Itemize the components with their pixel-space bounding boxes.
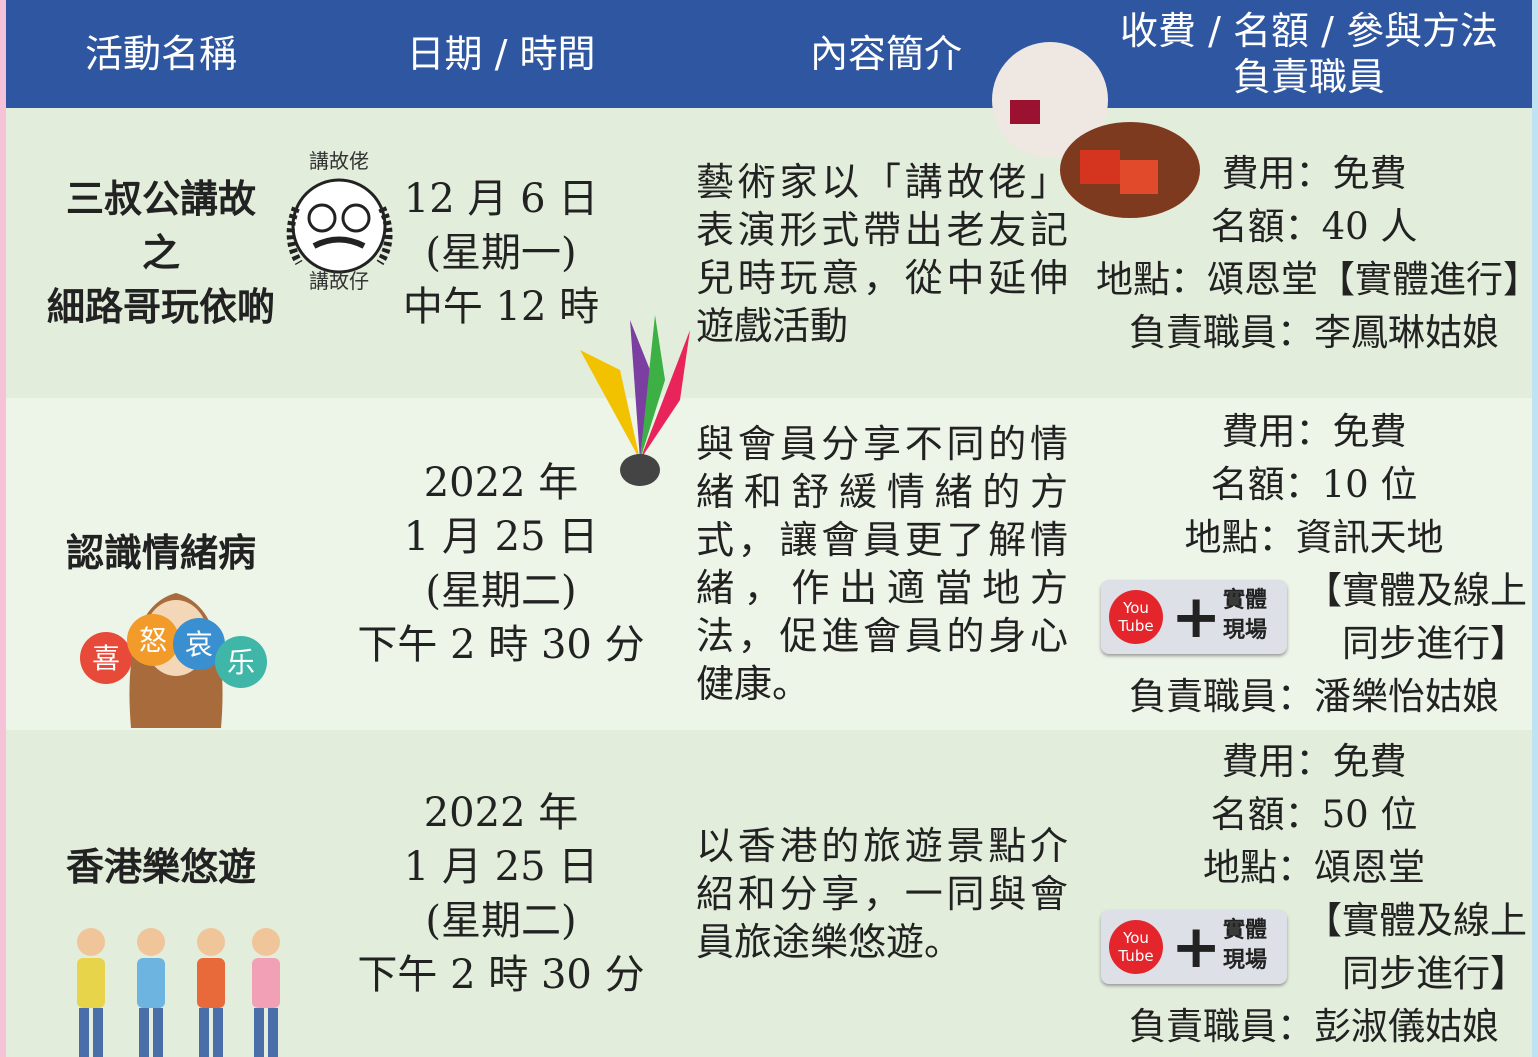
detail-line: 地點：頌恩堂 bbox=[1203, 845, 1425, 889]
staff-line: 負責職員：潘樂怡姑娘 bbox=[1129, 675, 1499, 718]
mode-line: 同步進行】 bbox=[1342, 951, 1527, 995]
date-line: 1 月 25 日 bbox=[403, 514, 599, 560]
description-cell: 與會員分享不同的情緒和舒緩情緒的方式，讓會員更了解情緒，作出適當地方法，促進會員… bbox=[696, 398, 1068, 730]
illustration-label: 哀 bbox=[185, 628, 213, 661]
plus-sign: + bbox=[1171, 582, 1222, 652]
illustration-label: 講故佬 bbox=[309, 149, 369, 173]
badge-text: 實體 bbox=[1223, 917, 1268, 943]
youtube-logo: You Tube bbox=[1109, 919, 1163, 974]
table-row: 認識情緒病喜怒哀乐 2022 年 1 月 25 日 (星期二) 下午 2 時 30 分 與… bbox=[6, 398, 1532, 730]
activity-name: 之 bbox=[141, 231, 180, 275]
date-line: (星期一) bbox=[425, 230, 577, 276]
mode-text: 【實體及線上同步進行】 bbox=[1305, 564, 1527, 670]
detail-line: 名額：10 位 bbox=[1210, 463, 1418, 506]
header-cell: 內容簡介 bbox=[686, 0, 1086, 108]
details-cell: 費用：免費名額：40 人地點：頌恩堂【實體進行】 負責職員：李鳳琳姑娘 bbox=[1096, 108, 1538, 398]
detail-line: 費用：免費 bbox=[1221, 152, 1407, 195]
mode-line: 同步進行】 bbox=[1342, 622, 1527, 665]
date-line: 中午 12 時 bbox=[402, 284, 600, 330]
detail-line: 費用：免費 bbox=[1221, 739, 1407, 783]
emotion-balloon bbox=[80, 632, 132, 684]
badge-text: Tube bbox=[1118, 946, 1154, 965]
description: 藝術家以「講故佬」表演形式帶出老友記兒時玩意，從中延伸遊戲活動 bbox=[696, 160, 1068, 348]
header-text: 活動名稱 bbox=[84, 32, 237, 76]
detail-line: 費用：免費 bbox=[1221, 410, 1407, 453]
header-cell: 收費 / 名額 / 參與方法 負責職員 bbox=[1086, 0, 1532, 108]
mode-row: You Tube + 實體 現場 【實體及線上 同步進行】 bbox=[1101, 564, 1527, 670]
header-text: 日期 / 時間 bbox=[406, 32, 596, 76]
badge-label: 實體 現場 bbox=[1223, 586, 1267, 646]
online-badge: You Tube + 實體 現場 bbox=[1101, 580, 1287, 654]
staff-line: 負責職員：彭淑儀姑娘 bbox=[1129, 1004, 1499, 1048]
plus-sign: + bbox=[1171, 911, 1222, 982]
date-cell: 2022 年 1 月 25 日 (星期二) 下午 2 時 30 分 bbox=[346, 398, 656, 730]
staff-line: 負責職員：李鳳琳姑娘 bbox=[1129, 311, 1499, 354]
description-cell: 以香港的旅遊景點介紹和分享，一同與會員旅途樂悠遊。 bbox=[696, 730, 1068, 1057]
header: 活動名稱 日期 / 時間 內容簡介 收費 / 名額 / 參與方法 負責職員 bbox=[6, 0, 1532, 108]
date-line: (星期二) bbox=[425, 568, 577, 614]
emotion-balloon bbox=[215, 636, 267, 688]
header-text: 收費 / 名額 / 參與方法 bbox=[1120, 9, 1498, 53]
name-cell: 三叔公講故之細路哥玩依啲 bbox=[16, 108, 306, 398]
badge-text: 現場 bbox=[1223, 947, 1268, 973]
date-line: 2022 年 bbox=[423, 460, 579, 506]
detail-line: 地點：頌恩堂【實體進行】 bbox=[1096, 258, 1538, 301]
table-row: 三叔公講故之細路哥玩依啲 講故佬 講故仔 12 月 6 日 (星期一) 中午 12 時藝術… bbox=[6, 108, 1538, 398]
mode-row: You Tube + 實體 現場 【實體及線上 同步進行】 bbox=[1101, 894, 1527, 1000]
date-line: 下午 2 時 30 分 bbox=[357, 951, 645, 998]
date-cell: 12 月 6 日 (星期一) 中午 12 時 bbox=[346, 108, 656, 398]
detail-line: 名額：40 人 bbox=[1210, 205, 1418, 248]
details-cell: 費用：免費 名額：50 位地點：頌恩堂 You Tube + 實體 現場 【實體及線上 同步進行… bbox=[1096, 730, 1532, 1057]
youtube-logo: You Tube bbox=[1109, 590, 1163, 644]
date-line: (星期二) bbox=[425, 897, 577, 944]
date-line: 2022 年 bbox=[423, 789, 579, 836]
online-badge: You Tube + 實體 現場 bbox=[1101, 909, 1287, 984]
illustration: 喜怒 哀乐 bbox=[80, 593, 267, 728]
badge-text: You bbox=[1123, 599, 1149, 617]
emotion-balloon bbox=[173, 618, 225, 670]
activity-name: 三叔公講故 bbox=[65, 177, 256, 221]
details-cell: 費用：免費 名額：10 位地點：資訊天地 You Tube + 實體 現場 【實體及線上 同步進… bbox=[1096, 398, 1532, 730]
illustration-label: 怒 bbox=[139, 624, 167, 657]
name-cell: 香港樂悠遊 bbox=[16, 730, 306, 1057]
beanbags bbox=[992, 42, 1200, 218]
date-cell: 2022 年 1 月 25 日 (星期二) 下午 2 時 30 分 bbox=[346, 730, 656, 1057]
badge-text: Tube bbox=[1118, 617, 1154, 635]
header-text: 內容簡介 bbox=[809, 32, 962, 76]
badge-label: 實體 現場 bbox=[1223, 916, 1267, 976]
illustration-label: 講故仔 bbox=[309, 269, 369, 293]
activity-name: 細路哥玩依啲 bbox=[46, 285, 275, 329]
illustration-label: 喜 bbox=[92, 642, 120, 675]
header-text: 負責職員 bbox=[1232, 55, 1385, 99]
illustration-label: 乐 bbox=[227, 646, 255, 679]
date-line: 12 月 6 日 bbox=[403, 176, 599, 222]
description-cell: 藝術家以「講故佬」表演形式帶出老友記兒時玩意，從中延伸遊戲活動 bbox=[696, 108, 1068, 398]
description: 與會員分享不同的情緒和舒緩情緒的方式，讓會員更了解情緒，作出適當地方法，促進會員… bbox=[696, 422, 1068, 706]
date-line: 下午 2 時 30 分 bbox=[357, 622, 645, 668]
mode-text: 【實體及線上同步進行】 bbox=[1305, 894, 1527, 1000]
detail-line: 名額：50 位 bbox=[1210, 792, 1418, 836]
description: 以香港的旅遊景點介紹和分享，一同與會員旅途樂悠遊。 bbox=[696, 823, 1068, 964]
illustration bbox=[77, 928, 280, 1057]
mode-line: 【實體及線上 bbox=[1305, 898, 1527, 942]
header-cell: 日期 / 時間 bbox=[316, 0, 686, 108]
name-cell: 認識情緒病 bbox=[16, 398, 306, 730]
shuttlecock bbox=[580, 315, 690, 486]
badge-text: 實體 bbox=[1223, 588, 1268, 613]
activity-name: 認識情緒病 bbox=[65, 531, 256, 575]
detail-line: 地點：資訊天地 bbox=[1184, 516, 1444, 559]
header-cell: 活動名稱 bbox=[6, 0, 316, 108]
activity-name: 香港樂悠遊 bbox=[65, 845, 256, 889]
date-line: 1 月 25 日 bbox=[403, 843, 599, 890]
mode-line: 【實體及線上 bbox=[1305, 569, 1527, 612]
badge-text: 現場 bbox=[1223, 618, 1268, 643]
badge-text: You bbox=[1123, 928, 1149, 947]
table-row: 香港樂悠遊 2022 年 1 月 25 日 (星期二) 下午 2 時 30 分 以香港的旅… bbox=[6, 730, 1532, 1057]
emotion-balloon bbox=[127, 614, 179, 666]
